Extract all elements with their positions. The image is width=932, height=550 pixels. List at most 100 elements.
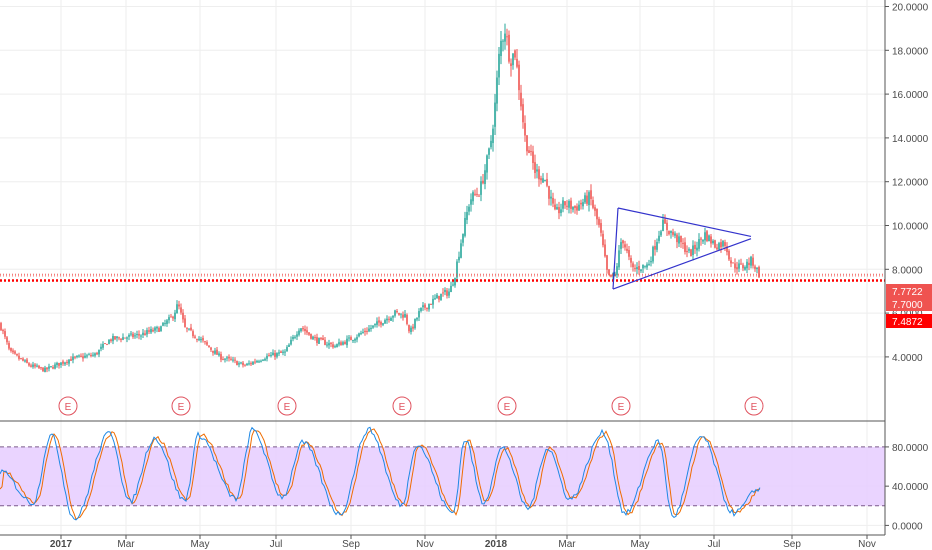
- candle-body: [6, 337, 8, 343]
- candle-body: [100, 346, 102, 349]
- candle-body: [298, 330, 300, 335]
- candle-body: [626, 248, 628, 251]
- candle-body: [670, 231, 672, 233]
- candle-body: [692, 245, 694, 256]
- candle-body: [436, 294, 438, 299]
- candle-body: [138, 334, 140, 336]
- stochastic-tick-label: 0.0000: [892, 521, 923, 532]
- candle-body: [530, 151, 532, 153]
- candle-body: [212, 350, 214, 353]
- candle-body: [738, 263, 740, 269]
- candle-body: [134, 335, 136, 337]
- candle-body: [420, 307, 422, 311]
- candle-body: [70, 359, 72, 361]
- earnings-circle[interactable]: [744, 396, 764, 416]
- candle-body: [674, 233, 676, 236]
- candle-body: [390, 318, 392, 321]
- candle-body: [548, 186, 550, 199]
- candle-body: [492, 128, 494, 144]
- candle-body: [72, 356, 74, 361]
- candle-body: [464, 217, 466, 236]
- earnings-circle[interactable]: [497, 396, 517, 416]
- candle-body: [286, 347, 288, 352]
- price-tick-label: 4.0000: [892, 353, 923, 364]
- earnings-circle[interactable]: [58, 396, 78, 416]
- candle-body: [376, 321, 378, 325]
- candle-body: [190, 327, 192, 331]
- earnings-circle[interactable]: [277, 396, 297, 416]
- candle-body: [158, 327, 160, 332]
- stochastic-tick-label: 80.0000: [892, 443, 929, 454]
- earnings-marker[interactable]: E: [58, 396, 78, 416]
- candle-body: [512, 53, 514, 66]
- time-tick-label: Nov: [416, 539, 434, 550]
- price-tick-label: 10.0000: [892, 222, 929, 233]
- candle-body: [566, 205, 568, 207]
- earnings-circle[interactable]: [171, 396, 191, 416]
- candle-body: [450, 285, 452, 293]
- candle-body: [364, 330, 366, 333]
- candle-body: [510, 63, 512, 67]
- earnings-label: E: [178, 402, 185, 413]
- candle-body: [600, 223, 602, 233]
- earnings-circle[interactable]: [611, 396, 631, 416]
- earnings-marker[interactable]: E: [277, 396, 297, 416]
- candle-body: [4, 331, 6, 337]
- candle-body: [316, 337, 318, 343]
- earnings-marker[interactable]: E: [744, 396, 764, 416]
- candle-body: [454, 277, 456, 286]
- earnings-marker[interactable]: E: [171, 396, 191, 416]
- candle-body: [264, 358, 266, 361]
- candle-body: [206, 342, 208, 345]
- candle-body: [624, 244, 626, 248]
- candle-body: [608, 269, 610, 275]
- candle-body: [712, 240, 714, 244]
- candle-body: [294, 336, 296, 338]
- candle-body: [526, 135, 528, 152]
- candle-body: [538, 169, 540, 180]
- candle-body: [502, 40, 504, 42]
- candle-body: [76, 355, 78, 358]
- candle-body: [340, 342, 342, 346]
- candle-body: [204, 341, 206, 343]
- candle-body: [96, 352, 98, 355]
- candle-body: [482, 180, 484, 184]
- candle-body: [382, 323, 384, 325]
- price-tick-label: 20.0000: [892, 3, 929, 14]
- price-badges: 7.7722 7.7000 7.4872: [886, 284, 932, 328]
- price-badge-bg: [886, 314, 932, 328]
- earnings-circle[interactable]: [392, 396, 412, 416]
- candle-body: [156, 327, 158, 329]
- candle-body: [534, 162, 536, 174]
- earnings-marker[interactable]: E: [497, 396, 517, 416]
- candle-body: [16, 353, 18, 356]
- candle-body: [84, 355, 86, 358]
- candle-body: [334, 346, 336, 348]
- triangle-upper-line: [617, 207, 752, 238]
- candle-body: [346, 338, 348, 346]
- candle-body: [516, 58, 518, 67]
- earnings-marker[interactable]: E: [611, 396, 631, 416]
- candle-body: [68, 359, 70, 364]
- candle-body: [30, 365, 32, 367]
- candle-body: [152, 329, 154, 332]
- price-badge-label: 7.7000: [892, 300, 923, 311]
- candle-body: [44, 367, 46, 372]
- candle-body: [300, 328, 302, 332]
- candle-body: [610, 274, 612, 277]
- candle-body: [452, 284, 454, 286]
- candle-body: [672, 231, 674, 235]
- candle-body: [416, 317, 418, 320]
- candle-body: [216, 349, 218, 355]
- candle-body: [98, 349, 100, 355]
- candle-body: [518, 64, 520, 91]
- earnings-marker[interactable]: E: [392, 396, 412, 416]
- triangle-pattern: [612, 207, 752, 290]
- candle-body: [354, 338, 356, 341]
- candle-body: [684, 242, 686, 252]
- candle-body: [202, 338, 204, 341]
- candle-body: [618, 250, 620, 268]
- candle-body: [740, 263, 742, 265]
